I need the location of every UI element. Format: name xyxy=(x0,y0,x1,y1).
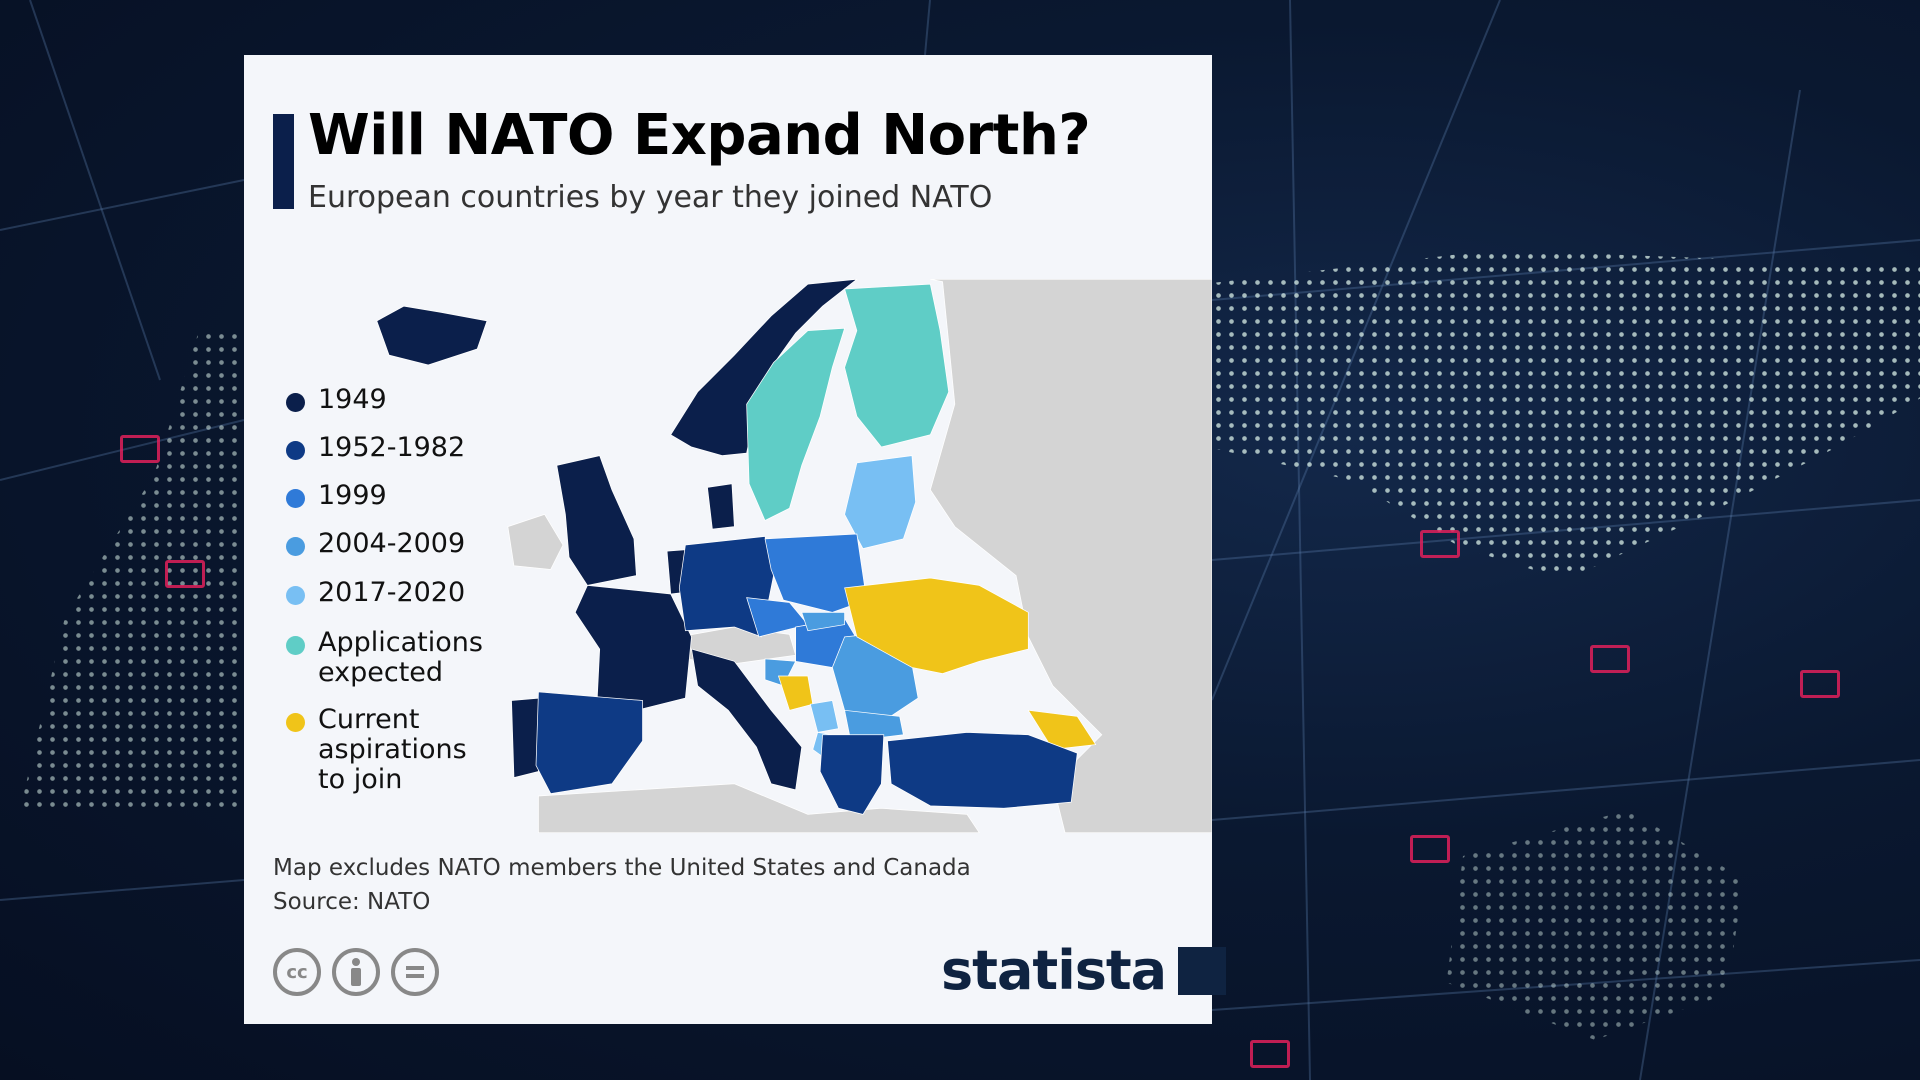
map-marker xyxy=(1800,670,1840,698)
attribution-icon[interactable] xyxy=(332,948,380,996)
legend-dot xyxy=(286,489,305,508)
legend-dot xyxy=(286,537,305,556)
chart-subtitle: European countries by year they joined N… xyxy=(308,180,993,215)
legend-dot xyxy=(286,393,305,412)
legend-item: 1952-1982 xyxy=(286,433,506,463)
map-marker xyxy=(1250,1040,1290,1068)
statista-logo-icon xyxy=(1178,946,1227,995)
country-region xyxy=(535,691,643,794)
title-accent-bar xyxy=(273,114,294,209)
legend-label: Applications expected xyxy=(318,627,483,688)
legend-dot xyxy=(286,713,305,732)
legend-label: 2004-2009 xyxy=(318,528,466,559)
country-region xyxy=(819,734,885,815)
country-region xyxy=(376,305,488,366)
map-marker xyxy=(1590,645,1630,673)
legend-label: 1949 xyxy=(318,384,387,415)
legend-item: Applications expected xyxy=(286,628,483,688)
map-marker xyxy=(1410,835,1450,863)
statista-logo[interactable]: statista xyxy=(941,939,1227,1002)
country-region xyxy=(844,455,917,550)
legend-dot xyxy=(286,636,305,655)
europe-map xyxy=(376,279,1212,833)
legend-item: 2004-2009 xyxy=(286,529,506,559)
country-region xyxy=(707,483,735,530)
no-derivatives-icon[interactable] xyxy=(391,948,439,996)
map-marker xyxy=(120,435,160,463)
country-region xyxy=(801,611,845,632)
country-region xyxy=(844,577,1029,674)
legend-item: 1949 xyxy=(286,385,506,415)
non-member-region xyxy=(538,783,980,833)
cc-icon[interactable]: cc xyxy=(273,948,321,996)
legend-item: 1999 xyxy=(286,481,506,511)
map-note: Map excludes NATO members the United Sta… xyxy=(273,855,971,881)
country-region xyxy=(746,327,846,521)
legend-label: Current aspirations to join xyxy=(318,704,467,795)
legend-item: 2017-2020 xyxy=(286,578,506,608)
source-link[interactable]: Source: NATO xyxy=(273,889,431,915)
legend-label: 2017-2020 xyxy=(318,577,466,608)
legend-item: Current aspirations to join xyxy=(286,705,467,795)
country-region xyxy=(1027,709,1097,750)
country-region xyxy=(887,731,1078,809)
chart-title: Will NATO Expand North? xyxy=(308,103,1091,168)
infographic-card: Will NATO Expand North? European countri… xyxy=(244,55,1227,1024)
legend-dot xyxy=(286,586,305,605)
country-region xyxy=(670,279,858,456)
country-region xyxy=(844,283,950,448)
country-region xyxy=(844,709,904,742)
statista-wordmark: statista xyxy=(941,939,1167,1002)
legend-label: 1952-1982 xyxy=(318,432,466,463)
country-region xyxy=(556,455,637,586)
non-member-region xyxy=(929,279,1212,833)
country-region xyxy=(809,700,839,733)
country-region xyxy=(511,697,542,779)
legend-label: 1999 xyxy=(318,480,387,511)
legend-dot xyxy=(286,441,305,460)
map-marker xyxy=(1420,530,1460,558)
map-marker xyxy=(165,560,205,588)
country-region xyxy=(691,648,803,791)
non-member-region xyxy=(507,513,564,570)
